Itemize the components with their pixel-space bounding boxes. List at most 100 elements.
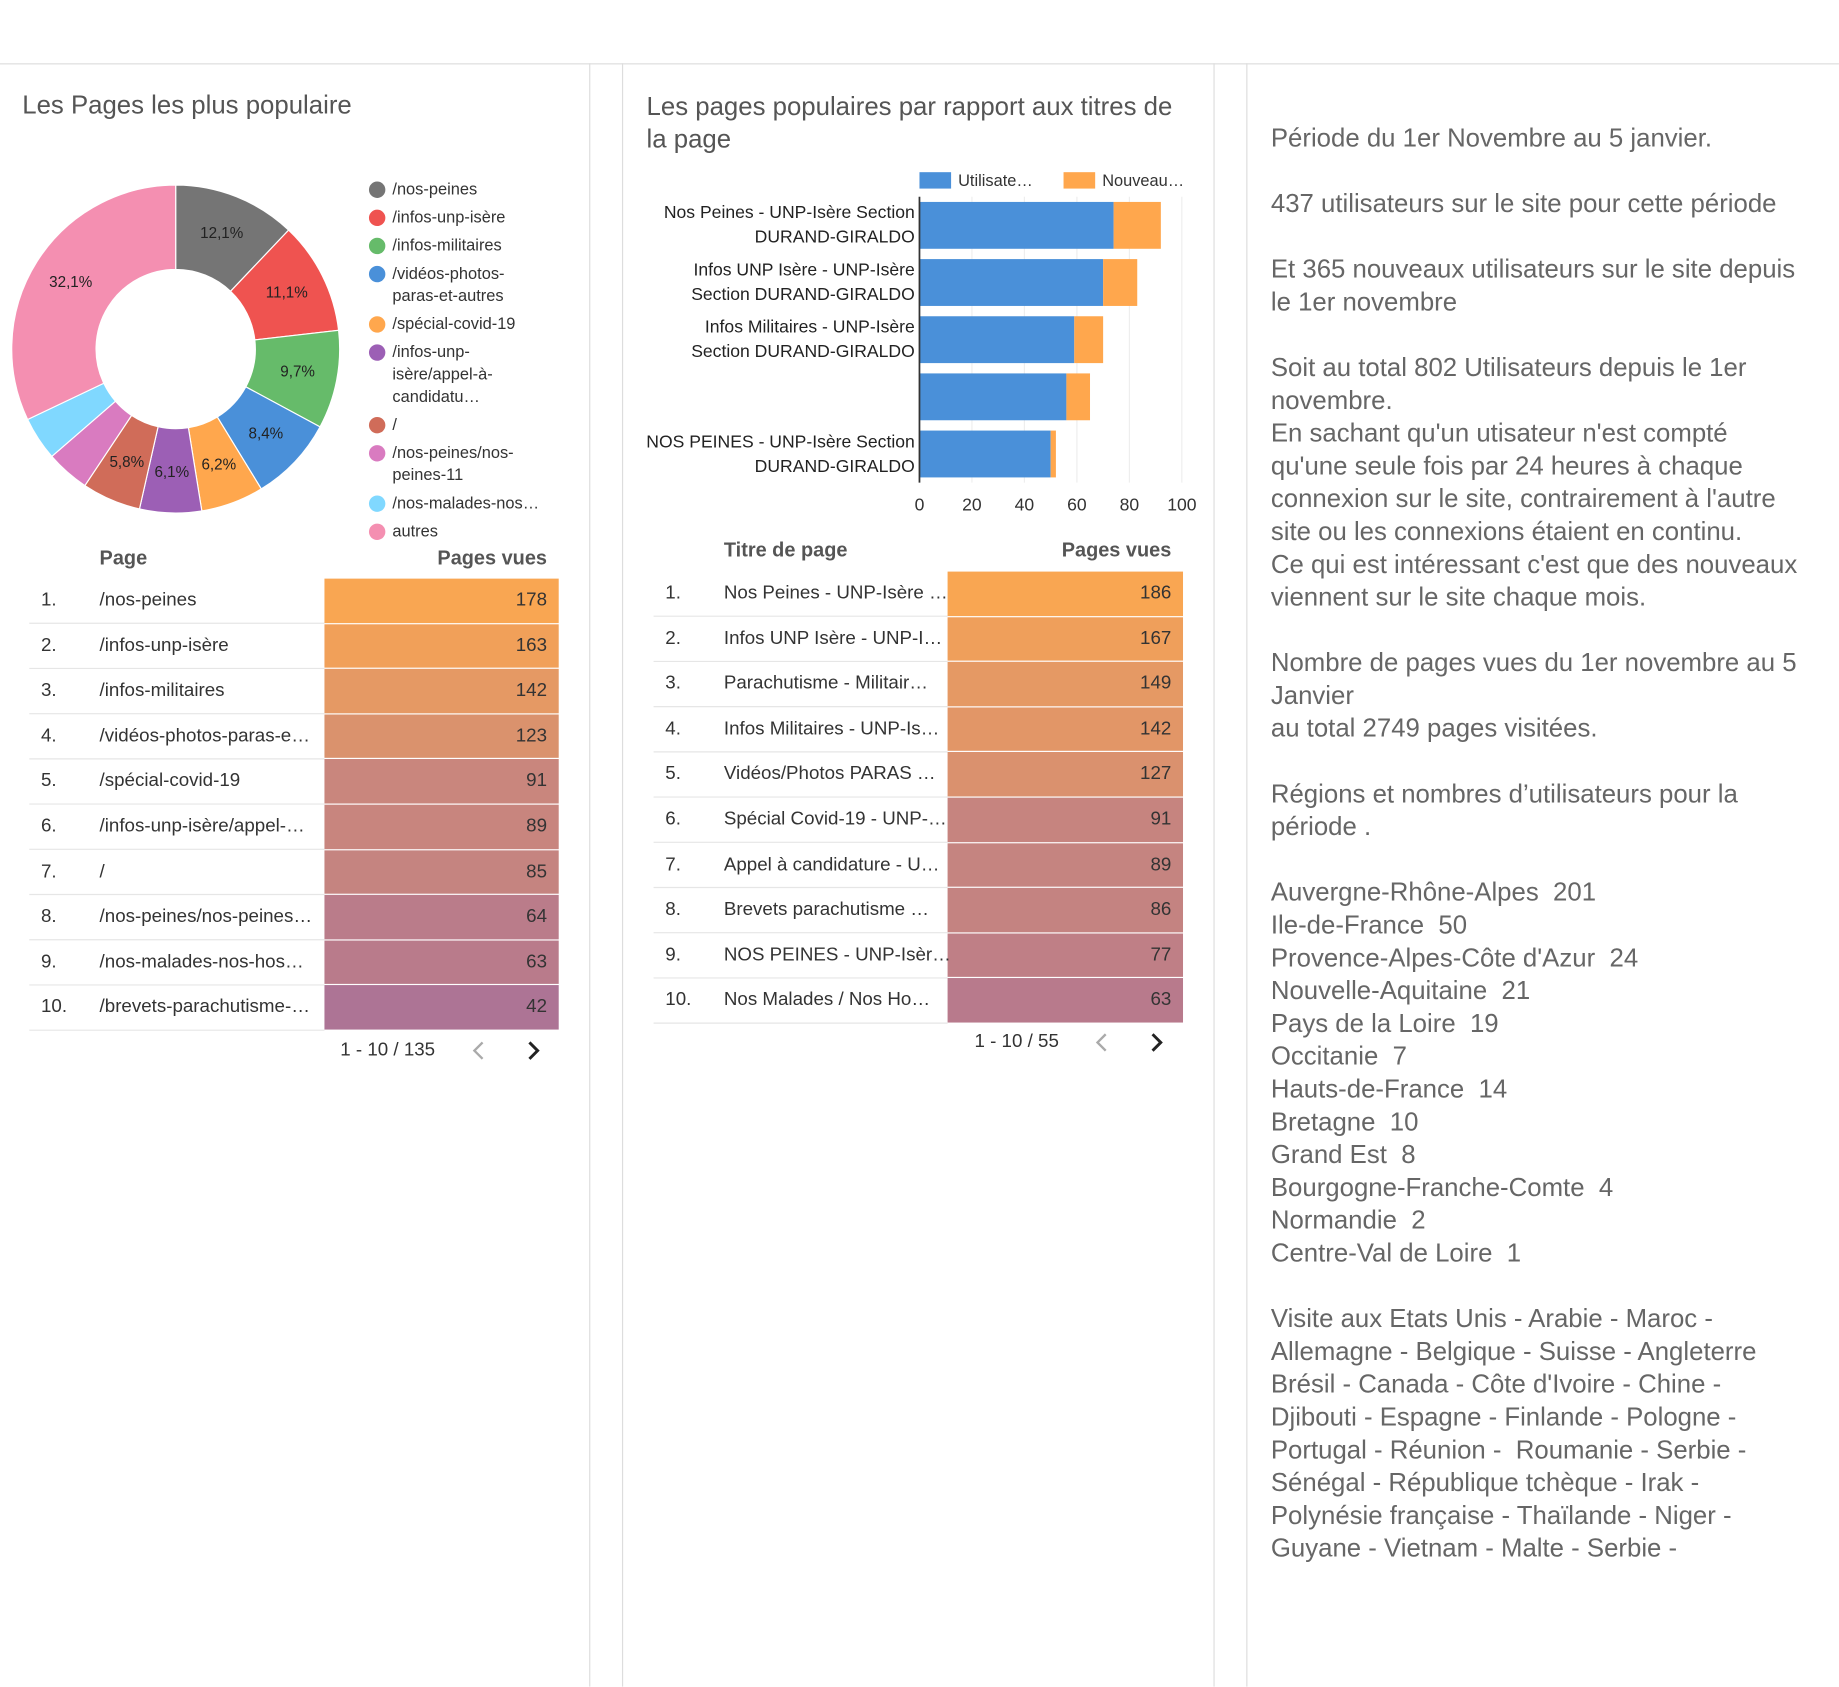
slice-label: 5,8% [109,454,144,471]
value-cell [947,752,1184,797]
row-name: Brevets parachutisme … [723,899,930,920]
text-line: Et 365 nouveaux utilisateurs sur le site… [1270,254,1803,317]
row-value: 127 [1140,764,1172,785]
x-tick-label: 20 [962,495,982,515]
paragraph: Régions et nombres d’utilisateurs pour l… [1271,778,1798,844]
row-value: 91 [526,771,547,792]
legend-swatch [368,523,386,540]
value-cell [947,842,1184,887]
row-rank: 2. [665,628,681,649]
bar [919,259,1104,306]
legend-swatch [368,495,386,512]
value-cell [324,895,559,940]
row-rank: 5. [665,764,681,785]
legend-label: /infos-unp-isère/appel-à-candidatu… [392,342,493,406]
column-header: Titre de page [723,538,848,562]
row-value: 142 [515,680,547,701]
pagination: 1 - 10 / 55 [974,1031,1059,1052]
value-cell [947,707,1184,752]
row-name: Infos UNP Isère - UNP-I… [723,628,943,649]
x-tick-label: 0 [915,495,925,515]
row-rank: 8. [40,906,57,927]
row-rank: 6. [665,809,681,830]
slice-label: 8,4% [249,425,284,442]
next-page[interactable] [528,1041,540,1060]
panel-border [589,63,591,1687]
legend-swatch [368,181,386,198]
pie-slice [11,184,177,421]
text-line: Occitanie 7 [1270,1041,1407,1071]
row-name: Vidéos/Photos PARAS … [723,764,936,785]
y-tick-label: Infos Militaires - UNP-Isère Section DUR… [691,317,915,362]
row-value: 163 [515,635,547,656]
row-value: 63 [526,952,547,972]
legend-item: /infos-unp-isère [368,206,545,228]
legend-swatch [368,265,386,283]
legend-item: /infos-unp-isère/appel-à-candidatu… [368,341,545,408]
row-value: 89 [526,816,547,837]
row-name: /spécial-covid-19 [99,771,241,792]
prev-page[interactable] [1095,1033,1107,1052]
value-cell [947,933,1184,978]
value-cell [947,797,1184,842]
legend-item: autres [368,520,545,542]
text-panel: Période du 1er Novembre au 5 janvier. 437… [1271,122,1798,1598]
text-line: Bourgogne-Franche-Comte 4 [1270,1172,1614,1202]
value-cell [324,623,559,668]
value-cell [324,759,559,804]
x-tick-label: 40 [1015,495,1035,515]
row-value: 123 [515,725,547,746]
row-name: /brevets-parachutisme-… [99,997,310,1018]
next-page[interactable] [1151,1033,1163,1052]
slice-label: 11,1% [266,285,308,302]
legend-item: /vidéos-photos-paras-et-autres [368,262,545,307]
legend-item: /nos-peines/nos-peines-11 [368,442,545,487]
bar [1066,373,1091,421]
value-cell [947,888,1184,933]
x-tick-label: 60 [1067,495,1087,515]
bar [919,316,1075,364]
text-line: Centre-Val de Loire 1 [1270,1238,1522,1268]
row-name: Appel à candidature - U… [723,854,940,875]
row-value: 85 [526,861,547,882]
text-line: Période du 1er Novembre au 5 janvier. [1270,122,1713,153]
column-header: Page [99,546,148,570]
text-line: Ile-de-France 50 [1270,910,1468,940]
row-name: /nos-malades-nos-hos… [99,952,304,972]
row-rank: 4. [40,725,57,746]
row-rank: 6. [40,816,57,837]
row-value: 63 [1150,990,1172,1011]
legend-label: /spécial-covid-19 [392,313,516,333]
row-name: Parachutisme - Militair… [723,673,928,694]
panel-border [621,63,624,1687]
bar [1050,430,1056,478]
y-tick-label: Nos Peines - UNP-Isère Section DURAND-GI… [663,203,915,248]
text-line: Normandie 2 [1270,1205,1426,1235]
row-value: 91 [1150,809,1172,830]
text-line: Soit au total 802 Utilisateurs depuis le… [1270,352,1754,415]
legend-swatch [368,316,386,333]
column-header: Pages vues [1061,538,1172,562]
legend-label: /nos-peines/nos-peines-11 [392,442,514,484]
value-cell [947,571,1184,616]
x-tick-label: 100 [1167,495,1197,515]
row-name: Nos Peines - UNP-Isère … [723,583,948,604]
row-value: 42 [526,997,547,1018]
legend-item: /nos-malades-nos… [368,492,545,514]
paragraph: 437 utilisateurs sur le site pour cette … [1271,187,1798,220]
prev-page[interactable] [472,1041,484,1060]
text-line: Régions et nombres d’utilisateurs pour l… [1270,778,1745,841]
value-cell [324,714,559,759]
slice-label: 12,1% [200,225,243,242]
row-name: /infos-militaires [99,680,225,701]
text-line: Nouvelle-Aquitaine 21 [1270,975,1531,1005]
pagination: 1 - 10 / 135 [340,1040,436,1061]
slice-label: 9,7% [280,363,315,380]
legend-label: / [392,414,397,434]
value-cell [324,578,559,623]
row-name: / [99,861,105,882]
bar [1113,201,1161,249]
